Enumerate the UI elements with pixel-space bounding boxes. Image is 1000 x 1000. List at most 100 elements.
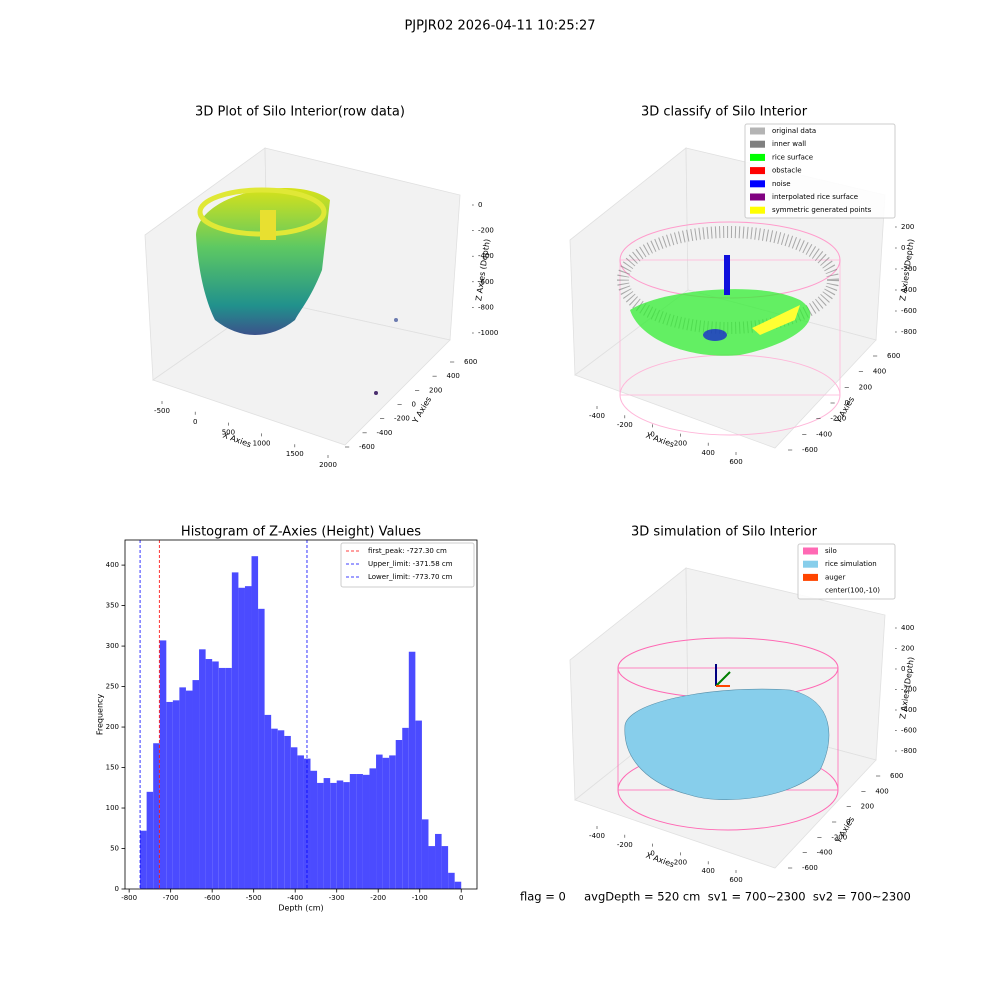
bar bbox=[441, 846, 449, 889]
bar bbox=[172, 700, 180, 889]
bar bbox=[330, 782, 337, 889]
y-tick-label: -200 bbox=[830, 415, 846, 423]
bar bbox=[290, 747, 298, 889]
x-tick-label: -600 bbox=[204, 894, 220, 902]
bar bbox=[303, 758, 311, 889]
x-tick-label: 0 bbox=[650, 850, 654, 858]
x-tick-label: -500 bbox=[246, 894, 262, 902]
bar bbox=[395, 740, 403, 889]
y-tick-label: 250 bbox=[106, 683, 119, 691]
z-tick-label: -800 bbox=[901, 328, 917, 336]
bar bbox=[389, 755, 396, 889]
z-tick-label: 400 bbox=[901, 624, 914, 632]
bar bbox=[343, 782, 350, 889]
bar bbox=[284, 735, 291, 889]
plot2-cloud bbox=[617, 221, 841, 436]
chart-title: 3D Plot of Silo Interior(row data) bbox=[195, 105, 405, 120]
legend-swatch bbox=[750, 180, 765, 188]
z-axis-label: Z Axies (Depth) bbox=[474, 238, 492, 301]
y-tick-label: 0 bbox=[846, 818, 850, 826]
x-tick-label: 200 bbox=[674, 440, 687, 448]
z-tick-label: 200 bbox=[901, 223, 914, 231]
x-tick-label: 1500 bbox=[286, 450, 304, 458]
bar bbox=[146, 791, 154, 889]
z-tick-label: -800 bbox=[901, 747, 917, 755]
bar bbox=[271, 728, 278, 889]
legend-label: first_peak: -727.30 cm bbox=[368, 547, 447, 555]
bar bbox=[376, 754, 383, 889]
y-tick-label: 0 bbox=[845, 399, 849, 407]
legend-box bbox=[340, 542, 475, 588]
y-tick-label: -600 bbox=[802, 864, 818, 872]
legend-box bbox=[744, 123, 896, 219]
x-tick-label: -200 bbox=[617, 841, 633, 849]
legend-label: rice simulation bbox=[825, 560, 877, 568]
chart-title: 3D classify of Silo Interior bbox=[641, 105, 808, 120]
y-tick-label: -400 bbox=[377, 429, 393, 437]
legend-label: symmetric generated points bbox=[772, 206, 872, 214]
bar bbox=[264, 714, 272, 889]
x-tick-label: -400 bbox=[287, 894, 303, 902]
y-tick-label: 0 bbox=[115, 885, 119, 893]
legend-label: center(100,-10) bbox=[825, 587, 880, 595]
chart-title: 3D simulation of Silo Interior bbox=[631, 525, 818, 540]
legend-swatch bbox=[750, 140, 765, 148]
legend-label: noise bbox=[772, 180, 791, 188]
z-tick-label: -400 bbox=[901, 706, 917, 714]
legend-swatch bbox=[750, 193, 765, 201]
bar bbox=[225, 667, 232, 889]
z-tick-label: -600 bbox=[901, 307, 917, 315]
x-axis-label: X Axies bbox=[222, 431, 253, 450]
x-tick-label: 200 bbox=[674, 858, 687, 866]
bar bbox=[323, 778, 331, 889]
z-tick-label: -200 bbox=[901, 265, 917, 273]
y-tick-label: 400 bbox=[106, 561, 119, 569]
x-tick-label: 600 bbox=[729, 876, 742, 884]
x-tick-label: 600 bbox=[729, 458, 742, 466]
y-axis-label: Frequency bbox=[96, 694, 105, 736]
z-tick-label: -400 bbox=[901, 286, 917, 294]
bar bbox=[310, 770, 318, 889]
x-tick-label: 400 bbox=[702, 449, 715, 457]
legend-label: Lower_limit: -773.70 cm bbox=[368, 573, 453, 581]
bar bbox=[166, 701, 173, 889]
bar bbox=[258, 608, 265, 889]
bar bbox=[428, 846, 436, 889]
x-tick-label: 0 bbox=[193, 418, 197, 426]
x-tick-label: -400 bbox=[589, 832, 605, 840]
y-tick-label: 400 bbox=[873, 368, 886, 376]
y-tick-label: -600 bbox=[359, 443, 375, 451]
chart-title: Histogram of Z-Axies (Height) Values bbox=[181, 525, 421, 540]
z-tick-label: -400 bbox=[478, 252, 494, 260]
legend-swatch bbox=[803, 560, 818, 568]
y-tick-label: 200 bbox=[859, 383, 872, 391]
legend-label: rice surface bbox=[772, 153, 813, 161]
bar bbox=[408, 651, 416, 889]
bar bbox=[297, 755, 304, 889]
z-tick-label: -600 bbox=[478, 278, 494, 286]
bar bbox=[454, 881, 462, 889]
legend-label: original data bbox=[772, 127, 816, 135]
y-tick-label: 100 bbox=[106, 804, 119, 812]
x-axis-label: X Axies bbox=[645, 431, 676, 450]
x-tick-label: -500 bbox=[154, 407, 170, 415]
y-tick-label: 350 bbox=[106, 602, 119, 610]
x-tick-label: 0 bbox=[650, 430, 654, 438]
bar bbox=[159, 640, 167, 889]
x-tick-label: -700 bbox=[163, 894, 179, 902]
z-tick-label: -200 bbox=[901, 686, 917, 694]
y-tick-label: 50 bbox=[110, 845, 119, 853]
y-tick-label: 300 bbox=[106, 642, 119, 650]
bar bbox=[336, 780, 344, 889]
legend-label: auger bbox=[825, 573, 845, 581]
x-tick-label: -300 bbox=[329, 894, 345, 902]
y-tick-label: 400 bbox=[447, 372, 460, 380]
bar bbox=[199, 649, 206, 889]
bar bbox=[277, 730, 285, 889]
bar bbox=[435, 833, 442, 889]
legend-box bbox=[797, 543, 896, 600]
bar bbox=[415, 720, 422, 889]
y-tick-label: -200 bbox=[394, 415, 410, 423]
bar bbox=[402, 727, 409, 889]
